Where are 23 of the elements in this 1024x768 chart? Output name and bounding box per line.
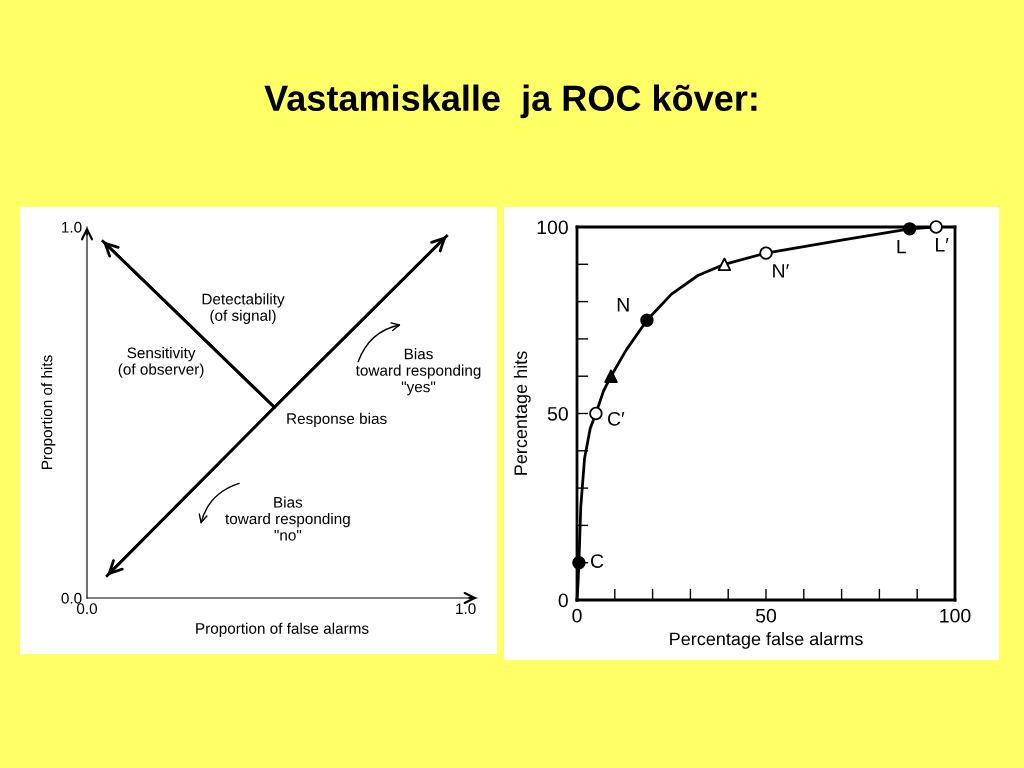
- annotation: Detectability (of signal): [202, 293, 285, 324]
- x-axis-title: Proportion of false alarms: [196, 622, 369, 637]
- annotation: Response bias: [287, 412, 387, 428]
- annotation: Bias toward responding "no": [225, 496, 350, 541]
- y-tick-label: 50: [547, 406, 568, 421]
- y-axis-title: Percentage hits: [513, 351, 531, 475]
- x-tick-label: 0: [572, 608, 582, 623]
- annotation: Bias toward responding "yes": [355, 348, 481, 396]
- annotation: L′: [936, 238, 949, 252]
- annotation: L: [897, 239, 907, 254]
- y-tick-label: 100: [537, 220, 568, 235]
- chart-title: Vastamiskalle ja ROC kõver:: [264, 84, 757, 119]
- annotation: Sensitivity (of observer): [118, 347, 204, 378]
- x-tick-label: 100: [940, 608, 971, 623]
- y-axis-title: Proportion of hits: [41, 355, 56, 469]
- x-axis-title: Percentage false alarms: [670, 632, 863, 649]
- annotation: N: [617, 298, 629, 312]
- x-tick-label: 0.0: [76, 603, 98, 615]
- annotation: C′: [608, 411, 625, 426]
- annotation: N′: [773, 264, 789, 278]
- x-tick-label: 50: [755, 608, 777, 623]
- annotation: C: [590, 554, 604, 568]
- x-tick-label: 1.0: [456, 603, 476, 615]
